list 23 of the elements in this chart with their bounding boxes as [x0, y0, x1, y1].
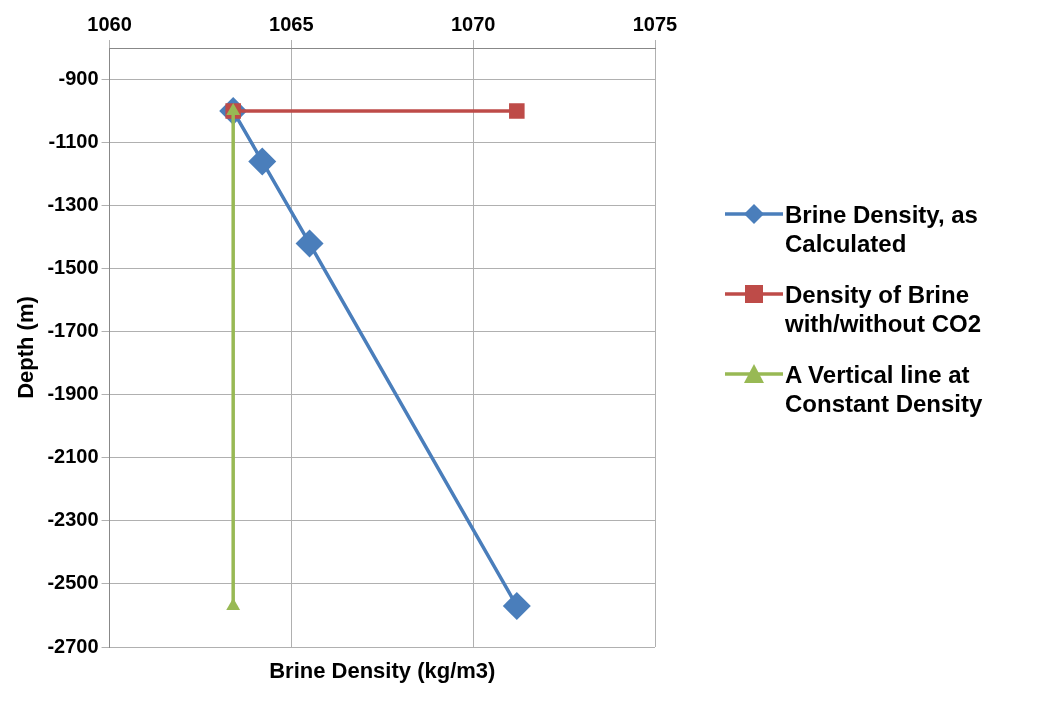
- x-tick-label: 1060: [87, 12, 132, 35]
- point: [509, 103, 525, 119]
- y-tick-label: -1900: [47, 382, 99, 405]
- y-tick-label: -2700: [47, 634, 99, 657]
- y-tick-label: -2300: [47, 508, 99, 531]
- y-tick-label: -900: [58, 67, 99, 90]
- y-tick-label: -1700: [47, 319, 99, 342]
- legend-label: A Vertical line at Constant Density: [785, 360, 984, 418]
- y-axis-title: Depth (m): [13, 296, 39, 399]
- legend-label: Brine Density, as Calculated: [785, 200, 979, 258]
- point: [248, 147, 277, 176]
- y-tick-label: -1100: [48, 130, 99, 153]
- y-tick-label: -2100: [47, 445, 99, 468]
- y-tick-label: -1300: [47, 193, 99, 216]
- y-tick-label: -1500: [47, 256, 99, 279]
- x-axis-title: Brine Density (kg/m3): [269, 658, 496, 684]
- point: [502, 592, 531, 621]
- legend-label: Density of Brine with/without CO2: [785, 280, 982, 338]
- x-tick-label: 1070: [450, 12, 496, 35]
- y-tick-label: -2500: [47, 571, 99, 594]
- point: [295, 229, 324, 258]
- x-tick-label: 1065: [269, 12, 314, 35]
- x-tick-label: 1075: [632, 12, 678, 35]
